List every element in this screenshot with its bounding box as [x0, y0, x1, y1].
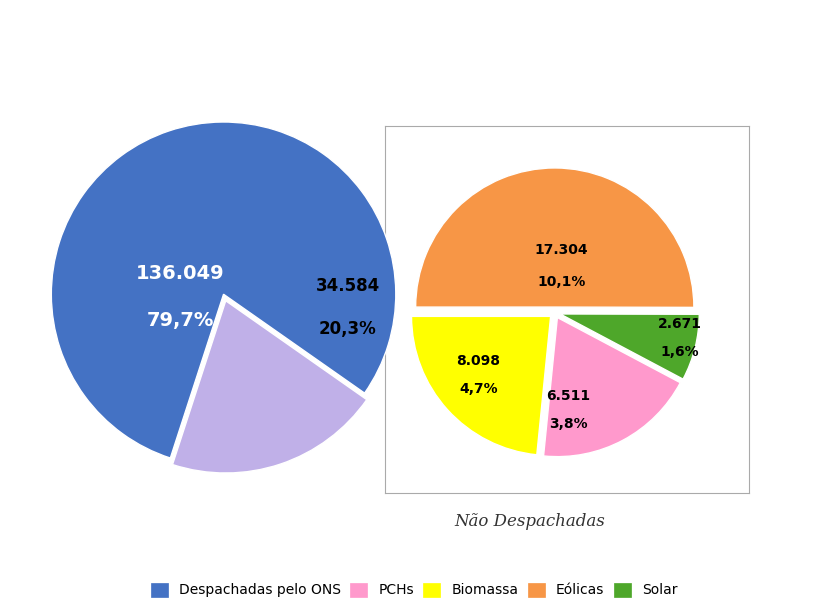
Text: 20,3%: 20,3% [318, 320, 376, 338]
Text: 136.049: 136.049 [136, 264, 225, 283]
Wedge shape [411, 316, 550, 455]
Legend: Despachadas pelo ONS, PCHs, Biomassa, Eólicas, Solar: Despachadas pelo ONS, PCHs, Biomassa, Eó… [145, 577, 682, 603]
Wedge shape [172, 301, 366, 473]
Text: 17.304: 17.304 [534, 243, 588, 257]
Text: 3,8%: 3,8% [548, 417, 587, 431]
Text: 1,6%: 1,6% [660, 345, 699, 359]
Wedge shape [415, 168, 693, 307]
Text: 79,7%: 79,7% [146, 311, 214, 330]
Text: 2.671: 2.671 [657, 317, 701, 331]
Text: 6.511: 6.511 [546, 389, 590, 403]
Text: Não Despachadas: Não Despachadas [454, 512, 605, 530]
Text: 8.098: 8.098 [456, 354, 500, 368]
Text: 4,7%: 4,7% [458, 382, 497, 396]
Wedge shape [543, 318, 680, 457]
Wedge shape [51, 122, 395, 458]
Text: 34.584: 34.584 [315, 276, 380, 295]
Wedge shape [560, 314, 699, 379]
Text: 10,1%: 10,1% [537, 275, 586, 289]
